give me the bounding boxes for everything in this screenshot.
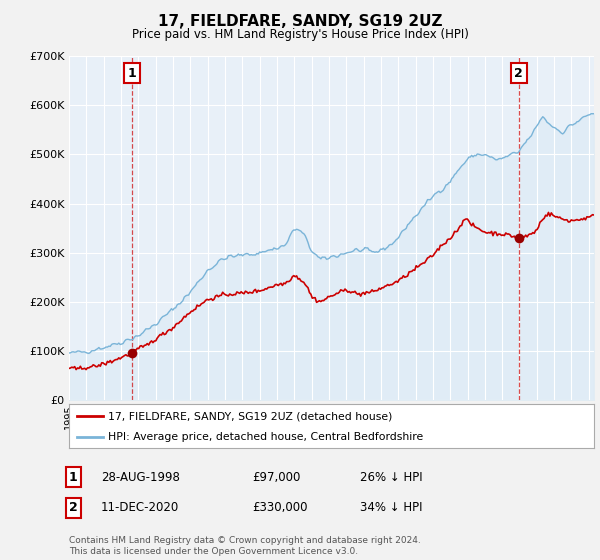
Text: £330,000: £330,000 <box>252 501 308 515</box>
Text: 28-AUG-1998: 28-AUG-1998 <box>101 470 179 484</box>
Text: 34% ↓ HPI: 34% ↓ HPI <box>360 501 422 515</box>
Text: Contains HM Land Registry data © Crown copyright and database right 2024.
This d: Contains HM Land Registry data © Crown c… <box>69 536 421 556</box>
Text: Price paid vs. HM Land Registry's House Price Index (HPI): Price paid vs. HM Land Registry's House … <box>131 28 469 41</box>
Text: 2: 2 <box>514 67 523 80</box>
Text: 26% ↓ HPI: 26% ↓ HPI <box>360 470 422 484</box>
Text: £97,000: £97,000 <box>252 470 301 484</box>
Text: 2: 2 <box>69 501 78 515</box>
Text: 1: 1 <box>128 67 137 80</box>
Text: 17, FIELDFARE, SANDY, SG19 2UZ (detached house): 17, FIELDFARE, SANDY, SG19 2UZ (detached… <box>109 411 393 421</box>
Text: 17, FIELDFARE, SANDY, SG19 2UZ: 17, FIELDFARE, SANDY, SG19 2UZ <box>158 14 442 29</box>
Text: 1: 1 <box>69 470 78 484</box>
Text: HPI: Average price, detached house, Central Bedfordshire: HPI: Average price, detached house, Cent… <box>109 432 424 442</box>
Text: 11-DEC-2020: 11-DEC-2020 <box>101 501 179 515</box>
